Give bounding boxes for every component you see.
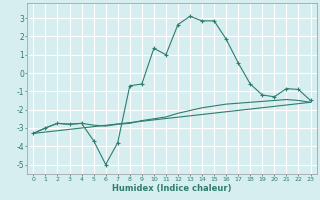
X-axis label: Humidex (Indice chaleur): Humidex (Indice chaleur) [112, 184, 232, 193]
